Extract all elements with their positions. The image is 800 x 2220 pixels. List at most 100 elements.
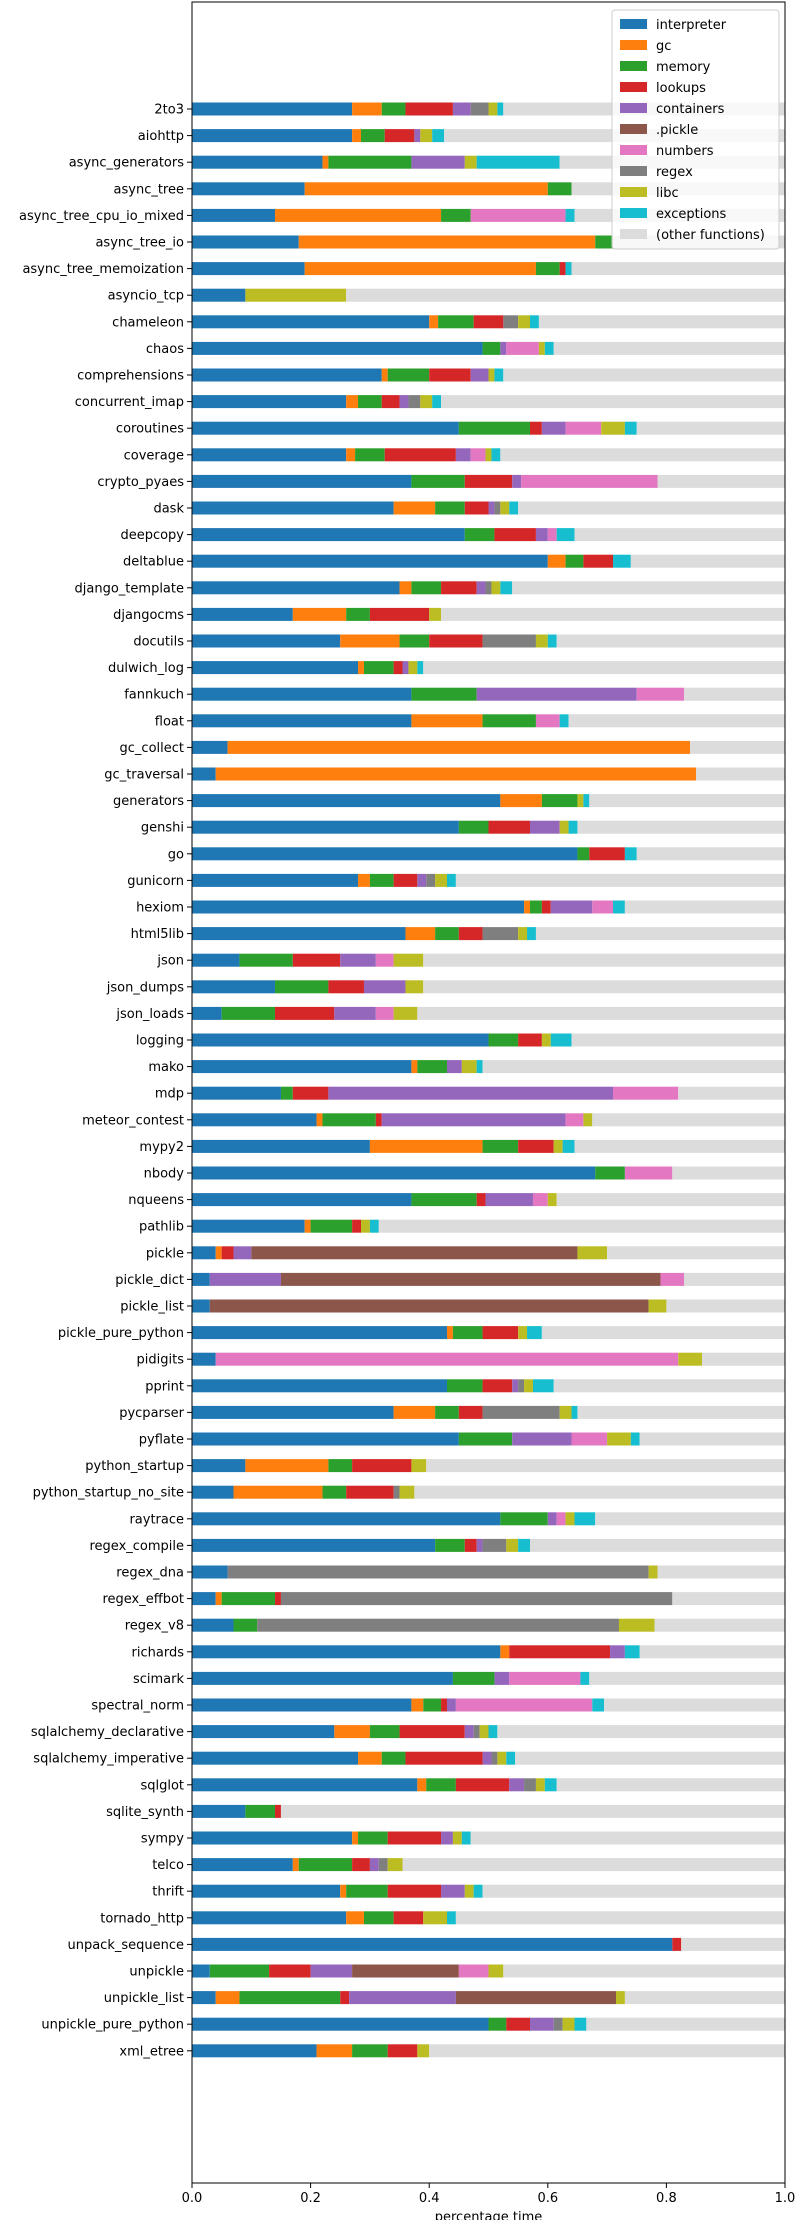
legend-swatch <box>620 187 647 197</box>
segment-interpreter <box>192 1352 216 1366</box>
legend-label: numbers <box>656 144 714 159</box>
segment-libc <box>518 315 531 329</box>
bar-unpickle-pure-python <box>192 2017 785 2031</box>
segment-numbers <box>592 900 614 914</box>
segment-numbers <box>470 208 566 222</box>
segment-gc <box>369 1139 483 1153</box>
segment-interpreter <box>192 474 412 488</box>
segment-other-functions <box>624 1991 785 2005</box>
bar-pickle-list <box>192 1299 785 1313</box>
plot-frame <box>191 1 786 2184</box>
bar-spectral-norm <box>192 1698 785 1712</box>
segment-other-functions <box>568 714 785 728</box>
segment-other-functions <box>426 1459 785 1473</box>
segment-libc <box>488 368 495 382</box>
bar-sqlalchemy-declarative <box>192 1725 785 1739</box>
segment-memory <box>488 1033 519 1047</box>
y-tick-label: logging <box>136 1034 184 1049</box>
bar-tornado-http <box>192 1911 785 1925</box>
legend-item-exceptions: exceptions <box>620 207 727 222</box>
segment-numbers <box>660 1272 685 1286</box>
segment-memory <box>577 847 590 861</box>
segment-other-functions <box>512 581 785 595</box>
segment-lookups <box>328 980 364 994</box>
segment-gc <box>417 1778 427 1792</box>
segment-gc <box>399 581 412 595</box>
segment-libc <box>423 1911 447 1925</box>
segment-other-functions <box>586 2017 785 2031</box>
segment-lookups <box>269 1964 311 1978</box>
segment-other-functions <box>535 927 785 941</box>
x-tick-label: 0.4 <box>419 2191 440 2206</box>
segment-lookups <box>509 1645 611 1659</box>
legend-label: exceptions <box>656 207 727 222</box>
segment-memory <box>452 1326 483 1340</box>
segment-other-functions <box>402 1858 785 1872</box>
segment-regex <box>553 2017 563 2031</box>
segment-lookups <box>393 873 418 887</box>
segment-interpreter <box>192 102 353 116</box>
bar-pathlib <box>192 1219 785 1233</box>
segment-exceptions <box>488 1725 498 1739</box>
segment-regex <box>482 634 536 648</box>
segment-memory <box>381 102 406 116</box>
segment-other-functions <box>280 1804 785 1818</box>
segment-exceptions <box>565 208 575 222</box>
y-tick-label: deepcopy <box>120 528 184 543</box>
segment-exceptions <box>547 634 557 648</box>
segment-interpreter <box>192 208 276 222</box>
segment-libc <box>618 1618 655 1632</box>
bar-docutils <box>192 634 785 648</box>
y-tick-label: async_tree_cpu_io_mixed <box>19 209 184 224</box>
segment-lookups <box>458 1405 483 1419</box>
segment-exceptions <box>544 341 554 355</box>
y-tick-label: sqlglot <box>140 1778 184 1793</box>
segment-containers <box>512 1379 519 1393</box>
segment-interpreter <box>192 794 501 808</box>
segment-memory <box>535 262 560 276</box>
y-tick-label: coverage <box>124 448 184 463</box>
segment-numbers <box>556 1512 566 1526</box>
segment-gc <box>411 1698 424 1712</box>
segment-interpreter <box>192 1139 370 1153</box>
bar-django-template <box>192 581 785 595</box>
legend-item-interpreter: interpreter <box>620 18 727 33</box>
segment-other-functions <box>574 1139 785 1153</box>
segment-libc <box>497 1751 507 1765</box>
y-tick-label: nbody <box>144 1167 185 1182</box>
segment-libc <box>648 1299 667 1313</box>
segment-memory <box>482 1139 519 1153</box>
segment-containers <box>541 421 566 435</box>
segment-exceptions <box>446 1911 456 1925</box>
segment-lookups <box>221 1246 234 1260</box>
segment-exceptions <box>556 528 575 542</box>
segment-lookups <box>275 1006 335 1020</box>
segment-interpreter <box>192 1858 293 1872</box>
segment-interpreter <box>192 1538 436 1552</box>
segment-containers <box>363 980 406 994</box>
segment-interpreter <box>192 1618 234 1632</box>
segment-libc <box>429 607 442 621</box>
segment-libc <box>562 2017 575 2031</box>
bar-generators <box>192 794 785 808</box>
segment-regex <box>393 1485 400 1499</box>
segment-memory <box>239 953 293 967</box>
segment-lookups <box>482 1379 513 1393</box>
segment-gc <box>215 1991 240 2005</box>
segment-interpreter <box>192 1751 359 1765</box>
y-tick-label: djangocms <box>113 608 184 623</box>
segment-exceptions <box>550 1033 572 1047</box>
segment-other-functions <box>607 1246 785 1260</box>
segment-exceptions <box>574 2017 587 2031</box>
segment-gc <box>358 1751 382 1765</box>
segment-gc <box>500 1645 510 1659</box>
bar-deltablue <box>192 554 785 568</box>
bar-regex-effbot <box>192 1592 785 1606</box>
segment-regex <box>482 1405 560 1419</box>
segment-gc <box>500 794 542 808</box>
bar-gc-traversal <box>192 767 785 781</box>
bar-pickle-dict <box>192 1272 785 1286</box>
y-tick-label: pickle_pure_python <box>58 1326 184 1341</box>
segment-gc <box>292 607 347 621</box>
segment-containers <box>512 1432 572 1446</box>
